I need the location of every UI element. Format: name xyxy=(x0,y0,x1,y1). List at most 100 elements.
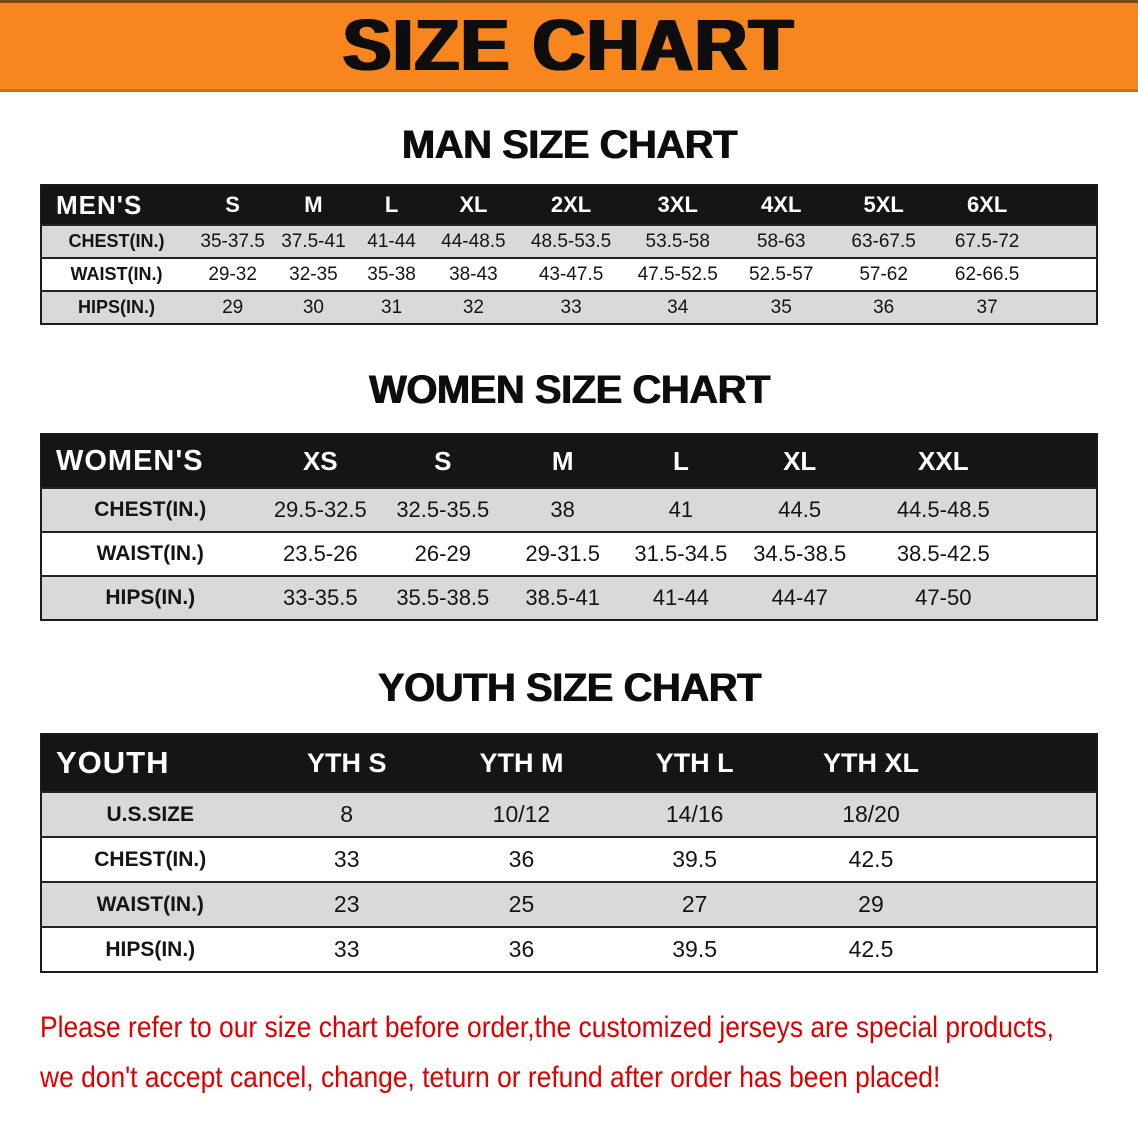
size-value-cell: 31 xyxy=(381,296,403,318)
size-value-cell: 34.5-38.5 xyxy=(753,541,847,566)
filler-cell xyxy=(1027,532,1097,576)
size-value-cell: 23 xyxy=(333,891,360,917)
size-value-cell: 47.5-52.5 xyxy=(637,263,718,285)
size-value-cell: 33-35.5 xyxy=(282,585,358,610)
size-value-cell: 14/16 xyxy=(665,801,724,827)
size-value-cell: 44.5 xyxy=(778,497,822,522)
table-title-cell: MEN'S xyxy=(41,185,191,225)
size-column-header: XS xyxy=(258,434,383,488)
size-value-cell: 37 xyxy=(976,296,998,318)
size-column-header: S xyxy=(190,185,275,225)
size-value-cell: 29 xyxy=(222,296,244,318)
size-value-cell: 18/20 xyxy=(842,801,900,827)
size-value-cell: 42.5 xyxy=(848,936,894,962)
filler-cell xyxy=(1027,488,1097,532)
size-value-cell: 53.5-58 xyxy=(645,230,710,252)
filler-cell xyxy=(1027,576,1097,620)
order-notice-line-2: we don't accept cancel, change, teturn o… xyxy=(40,1061,941,1094)
table-row: CHEST(IN.) 33 36 39.5 42.5 xyxy=(41,837,1097,882)
size-value-cell: 38-43 xyxy=(449,263,498,285)
size-value-cell: 29-32 xyxy=(208,263,257,285)
size-value-cell: 32 xyxy=(462,296,484,318)
size-value-cell: 35 xyxy=(770,296,792,318)
table-title-cell: YOUTH xyxy=(41,734,259,792)
row-label: CHEST(IN.) xyxy=(94,847,207,871)
size-value-cell: 41 xyxy=(668,497,694,522)
table-header-row: YOUTH YTH S YTH M YTH L YTH XL xyxy=(41,734,1097,792)
row-label: WAIST(IN.) xyxy=(70,264,163,284)
size-value-cell: 27 xyxy=(681,891,708,917)
size-column-header: 6XL xyxy=(934,185,1040,225)
size-value-cell: 31.5-34.5 xyxy=(634,541,728,566)
order-notice-line-1: Please refer to our size chart before or… xyxy=(40,1011,1054,1044)
women-size-chart-heading: WOMEN SIZE CHART xyxy=(368,368,770,412)
size-value-cell: 8 xyxy=(340,801,354,827)
filler-cell xyxy=(961,792,1097,837)
table-header-row: MEN'S S M L XL 2XL 3XL 4XL 5XL 6XL xyxy=(41,185,1097,225)
filler-cell xyxy=(961,837,1097,882)
filler-cell xyxy=(961,927,1097,972)
table-title-cell: WOMEN'S xyxy=(41,434,259,488)
man-size-chart-heading: MAN SIZE CHART xyxy=(401,123,737,167)
size-column-header: XL xyxy=(740,434,860,488)
size-value-cell: 38 xyxy=(550,497,575,522)
row-label: HIPS(IN.) xyxy=(77,297,155,317)
size-value-cell: 29.5-32.5 xyxy=(273,497,367,522)
table-row: CHEST(IN.) 35-37.5 37.5-41 41-44 44-48.5 48.5… xyxy=(41,225,1097,258)
size-value-cell: 67.5-72 xyxy=(954,230,1020,252)
size-value-cell: 52.5-57 xyxy=(748,263,814,285)
size-value-cell: 34 xyxy=(667,296,689,318)
size-value-cell: 32-35 xyxy=(289,263,338,285)
size-value-cell: 35.5-38.5 xyxy=(396,585,490,610)
men-size-table: MEN'S S M L XL 2XL 3XL 4XL 5XL 6XL CHEST(IN.) 35-37… xyxy=(40,184,1098,325)
size-value-cell: 30 xyxy=(302,296,324,318)
size-column-header: 4XL xyxy=(729,185,833,225)
row-label: CHEST(IN.) xyxy=(94,498,207,521)
size-value-cell: 26-29 xyxy=(414,541,471,566)
size-column-header: YTH XL xyxy=(781,734,961,792)
table-row: U.S.SIZE 8 10/12 14/16 18/20 xyxy=(41,792,1097,837)
youth-size-chart-heading: YOUTH SIZE CHART xyxy=(377,666,761,710)
filler-cell xyxy=(1040,291,1097,324)
filler-cell xyxy=(1040,225,1097,258)
size-value-cell: 43-47.5 xyxy=(538,263,604,285)
size-value-cell: 62-66.5 xyxy=(954,263,1020,285)
women-size-table: WOMEN'S XS S M L XL XXL CHEST(IN.) 29.5-32.5 32.5… xyxy=(40,433,1098,621)
row-label: WAIST(IN.) xyxy=(96,892,204,916)
size-value-cell: 33 xyxy=(333,936,360,962)
size-value-cell: 33 xyxy=(333,846,360,872)
row-label: CHEST(IN.) xyxy=(68,231,165,251)
size-value-cell: 33 xyxy=(560,296,582,318)
size-column-header: 3XL xyxy=(625,185,730,225)
size-value-cell: 39.5 xyxy=(672,936,718,962)
table-row: HIPS(IN.) 29 30 31 32 33 34 35 36 37 xyxy=(41,291,1097,324)
size-column-header: M xyxy=(503,434,622,488)
size-column-header: XXL xyxy=(859,434,1028,488)
size-column-header: L xyxy=(621,434,741,488)
order-notice: Please refer to our size chart before or… xyxy=(40,1003,1138,1103)
size-value-cell: 41-44 xyxy=(652,585,710,610)
table-row: WAIST(IN.) 29-32 32-35 35-38 38-43 43-47.5 47.… xyxy=(41,258,1097,291)
size-value-cell: 57-62 xyxy=(859,263,908,285)
filler-cell xyxy=(1039,185,1097,225)
size-column-header: L xyxy=(352,185,431,225)
row-label: WAIST(IN.) xyxy=(96,542,204,565)
size-column-header: YTH S xyxy=(258,734,435,792)
filler-cell xyxy=(960,734,1097,792)
size-value-cell: 58-63 xyxy=(756,230,806,252)
table-row: WAIST(IN.) 23 25 27 29 xyxy=(41,882,1097,927)
size-chart-banner: SIZE CHART xyxy=(0,0,1138,92)
size-value-cell: 36 xyxy=(508,846,535,872)
filler-cell xyxy=(1027,434,1097,488)
size-value-cell: 23.5-26 xyxy=(282,541,358,566)
size-value-cell: 42.5 xyxy=(848,846,894,872)
size-value-cell: 39.5 xyxy=(672,846,718,872)
size-column-header: M xyxy=(274,185,353,225)
size-value-cell: 44.5-48.5 xyxy=(896,497,990,522)
page-title: SIZE CHART xyxy=(343,6,795,86)
size-value-cell: 47-50 xyxy=(915,585,972,610)
row-label: HIPS(IN.) xyxy=(105,937,196,961)
size-column-header: S xyxy=(382,434,504,488)
size-value-cell: 37.5-41 xyxy=(281,230,346,252)
size-value-cell: 35-37.5 xyxy=(200,230,265,252)
